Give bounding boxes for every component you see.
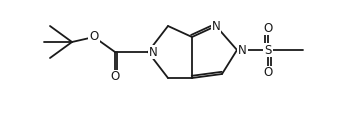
- Text: N: N: [238, 44, 247, 56]
- Text: O: O: [89, 30, 99, 44]
- Text: O: O: [110, 71, 120, 83]
- Text: O: O: [263, 21, 273, 35]
- Text: N: N: [212, 20, 220, 32]
- Text: N: N: [149, 46, 158, 59]
- Text: S: S: [264, 44, 272, 56]
- Text: O: O: [263, 66, 273, 80]
